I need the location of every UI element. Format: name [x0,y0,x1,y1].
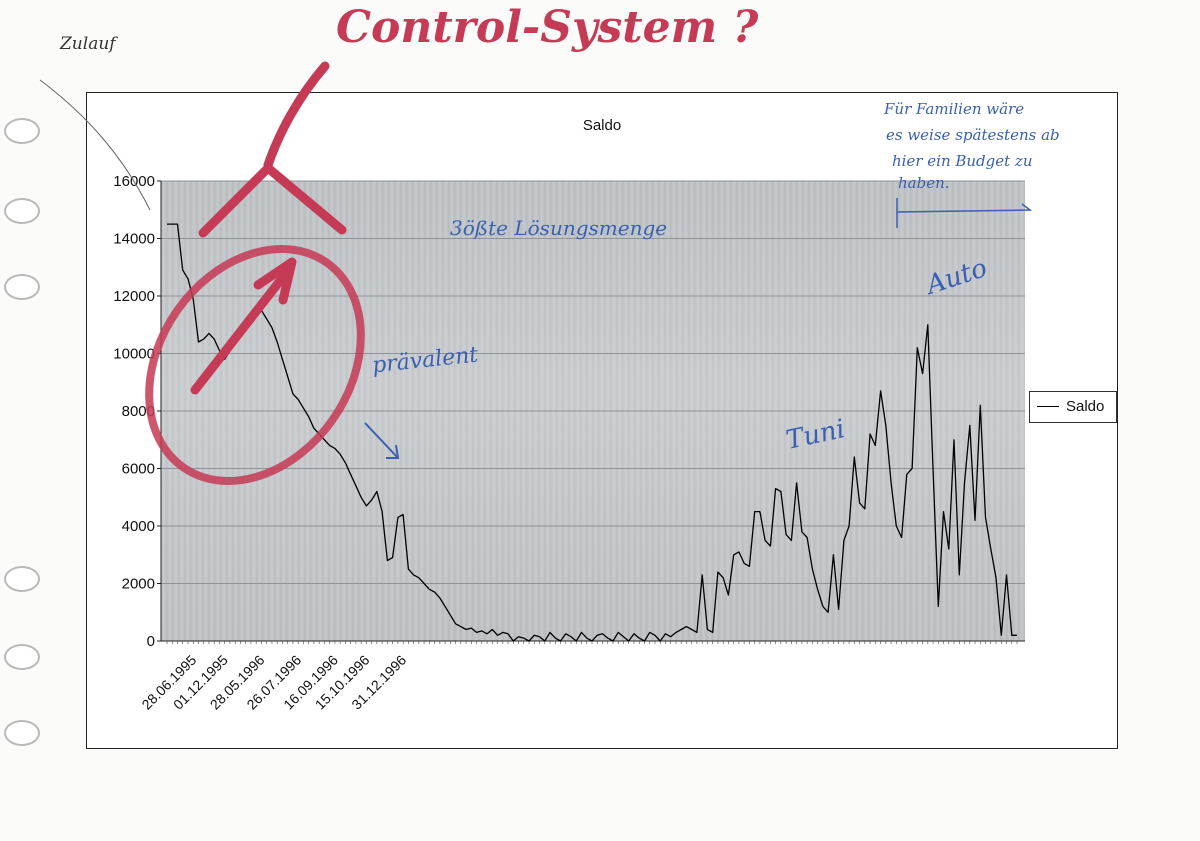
binder-hole-6 [4,720,40,746]
y-tick-label-12000: 12000 [113,288,155,305]
annotation-control-system: Control-System ? [336,2,759,53]
annotation-family-line-1: Für Familien wäre [884,100,1025,118]
annotation-highest: 3ößte Lösungsmenge [450,216,668,240]
y-tick-label-10000: 10000 [113,346,155,363]
binder-hole-2 [4,198,40,224]
binder-hole-4 [4,566,40,592]
y-tick-label-4000: 4000 [122,518,155,535]
annotation-zulauf: Zulauf [60,34,116,54]
annotation-family-line-4: haben. [898,174,950,192]
y-tick-label-0: 0 [147,633,155,650]
series-line-saldo [167,223,1017,642]
annotation-family-line-2: es weise spätestens ab [886,126,1060,144]
chart-svg: 020004000600080001000012000140001600028.… [113,173,1025,713]
y-tick-label-6000: 6000 [122,461,155,478]
binder-hole-5 [4,644,40,670]
binder-hole-1 [4,118,40,144]
y-tick-label-16000: 16000 [113,173,155,190]
y-tick-label-8000: 8000 [122,403,155,420]
y-tick-label-14000: 14000 [113,231,155,248]
legend-line-sample [1037,406,1059,407]
annotation-family-line-3: hier ein Budget zu [892,152,1033,170]
legend-label: Saldo [1066,398,1105,415]
chart-frame: Saldo 0 2000 4000 6000 8000 10000 12000 14000 16… [86,92,1118,749]
y-tick-label-2000: 2000 [122,576,155,593]
chart-title: Saldo [582,117,622,134]
legend: Saldo [1029,391,1117,423]
binder-hole-3 [4,274,40,300]
